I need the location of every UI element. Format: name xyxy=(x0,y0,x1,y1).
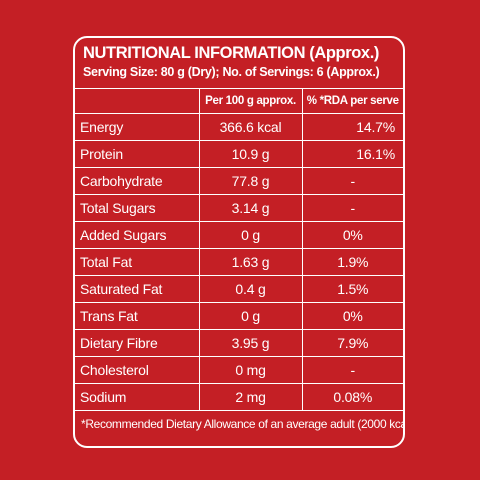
table-row: Trans Fat 0 g 0% xyxy=(75,302,403,330)
nutrient-name: Dietary Fibre xyxy=(75,329,200,357)
table-row: Carbohydrate 77.8 g - xyxy=(75,167,403,195)
table-row: Total Sugars 3.14 g - xyxy=(75,194,403,222)
panel-title: NUTRITIONAL INFORMATION (Approx.) xyxy=(83,44,379,62)
nutrition-panel: NUTRITIONAL INFORMATION (Approx.) Servin… xyxy=(73,36,405,448)
header-rda: % *RDA per serve xyxy=(301,88,403,114)
nutrient-name: Saturated Fat xyxy=(75,275,200,303)
nutrient-name: Trans Fat xyxy=(75,302,200,330)
per-100g-value: 0.4 g xyxy=(198,275,303,303)
rda-value: 14.7% xyxy=(301,113,403,141)
per-100g-value: 2 mg xyxy=(198,383,303,411)
rda-value: 1.5% xyxy=(301,275,403,303)
nutrient-name: Total Fat xyxy=(75,248,200,276)
header-nutrient xyxy=(75,88,200,114)
rda-value: - xyxy=(301,167,403,195)
rda-value: 7.9% xyxy=(301,329,403,357)
table-row: Sodium 2 mg 0.08% xyxy=(75,383,403,411)
rda-value: 0% xyxy=(301,302,403,330)
serving-info: Serving Size: 80 g (Dry); No. of Serving… xyxy=(83,65,380,79)
table-row: Added Sugars 0 g 0% xyxy=(75,221,403,249)
per-100g-value: 1.63 g xyxy=(198,248,303,276)
rda-value: - xyxy=(301,356,403,384)
table-row: Cholesterol 0 mg - xyxy=(75,356,403,384)
table-row: Total Fat 1.63 g 1.9% xyxy=(75,248,403,276)
table-header-row: Per 100 g approx. % *RDA per serve xyxy=(75,88,403,114)
panel-header: NUTRITIONAL INFORMATION (Approx.) Servin… xyxy=(75,38,403,88)
per-100g-value: 0 mg xyxy=(198,356,303,384)
nutrient-name: Energy xyxy=(75,113,200,141)
nutrient-name: Sodium xyxy=(75,383,200,411)
per-100g-value: 366.6 kcal xyxy=(198,113,303,141)
rda-value: 1.9% xyxy=(301,248,403,276)
nutrition-table: Per 100 g approx. % *RDA per serve Energ… xyxy=(75,88,403,411)
per-100g-value: 77.8 g xyxy=(198,167,303,195)
rda-value: 0% xyxy=(301,221,403,249)
table-row: Protein 10.9 g 16.1% xyxy=(75,140,403,168)
per-100g-value: 0 g xyxy=(198,221,303,249)
per-100g-value: 0 g xyxy=(198,302,303,330)
footnote: *Recommended Dietary Allowance of an ave… xyxy=(81,417,405,431)
nutrient-name: Carbohydrate xyxy=(75,167,200,195)
table-row: Dietary Fibre 3.95 g 7.9% xyxy=(75,329,403,357)
per-100g-value: 3.95 g xyxy=(198,329,303,357)
per-100g-value: 3.14 g xyxy=(198,194,303,222)
table-row: Energy 366.6 kcal 14.7% xyxy=(75,113,403,141)
per-100g-value: 10.9 g xyxy=(198,140,303,168)
rda-value: 0.08% xyxy=(301,383,403,411)
nutrient-name: Total Sugars xyxy=(75,194,200,222)
nutrient-name: Cholesterol xyxy=(75,356,200,384)
header-per-100g: Per 100 g approx. xyxy=(198,88,303,114)
nutrient-name: Added Sugars xyxy=(75,221,200,249)
rda-value: 16.1% xyxy=(301,140,403,168)
nutrient-name: Protein xyxy=(75,140,200,168)
table-row: Saturated Fat 0.4 g 1.5% xyxy=(75,275,403,303)
rda-value: - xyxy=(301,194,403,222)
